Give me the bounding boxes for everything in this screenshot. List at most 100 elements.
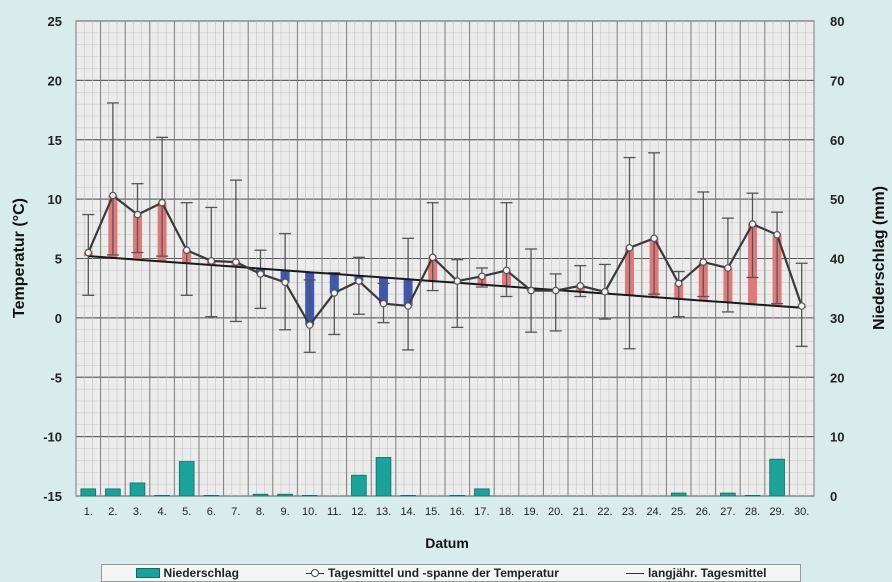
daily-mean-point [207,257,216,265]
x-tick: 27. [720,506,735,518]
legend-label-longterm: langjähr. Tagesmittel [647,566,767,580]
precip-bar [351,474,367,497]
y-axis-title-right: Niederschlag (mm) [871,186,888,330]
x-tick: 24. [646,506,661,518]
x-tick: 16. [450,506,465,518]
daily-mean-point [133,210,142,219]
y-tick-right: 0 [830,489,837,504]
precip-bar [769,458,785,497]
legend-swatch-precip [135,568,160,578]
x-tick: 10. [302,506,317,518]
y-tick-left: -5 [50,370,62,385]
y-tick-left: 5 [55,252,62,267]
precip-bar [129,482,146,497]
legend-item-temp: Tagesmittel und -spanne der Temperatur [305,566,559,580]
precip-bar [474,488,490,497]
precip-bar [277,493,293,497]
daily-mean-point [773,230,781,239]
x-tick: 29. [769,506,784,518]
legend-swatch-longterm [625,568,644,578]
y-tick-left: 0 [55,311,62,326]
daily-mean-point [797,302,806,310]
x-tick: 22. [597,506,612,518]
daily-mean-point [109,191,117,200]
daily-mean-point [625,244,634,252]
daily-mean-point [379,299,388,308]
y-tick-right: 60 [830,133,844,148]
daily-mean-point [674,279,683,288]
daily-mean-point [305,321,314,329]
y-ticks-right: 80 70 60 50 40 30 20 10 0 [830,14,844,504]
legend-swatch-temp [305,568,324,578]
longterm-mean-line [88,255,802,309]
x-tick: 8. [256,506,265,518]
precip-bar [80,488,97,497]
daily-mean-point [478,272,486,281]
x-tick: 26. [696,506,711,518]
daily-mean-point [699,258,708,266]
precip-bar [105,488,121,497]
legend-label-temp: Tagesmittel und -spanne der Temperatur [327,566,559,580]
y-ticks-left: 25 20 15 10 5 0 -5 -10 -15 [43,14,62,504]
daily-mean-point [232,258,240,266]
y-tick-right: 70 [830,73,844,88]
x-tick: 3. [133,506,142,518]
y-tick-left: 15 [48,133,62,148]
daily-mean-point [551,286,560,295]
y-tick-right: 40 [830,252,844,267]
daily-mean-point [453,277,462,285]
y-tick-right: 50 [830,192,844,207]
x-tick: 2. [108,506,117,518]
daily-mean-point [330,289,339,297]
x-tick: 30. [794,506,809,518]
daily-mean-line [87,193,803,327]
y-tick-right: 10 [830,430,844,445]
daily-mean-point [158,198,166,207]
daily-mean-point [748,220,757,228]
x-tick: 25. [671,506,686,518]
daily-mean-point [355,277,363,285]
daily-mean-point [256,270,265,278]
precip-bar [670,492,687,497]
y-tick-right: 30 [830,311,844,326]
x-tick: 23. [622,506,637,518]
x-tick: 4. [158,506,167,518]
precip-bar [301,495,318,497]
legend-item-longterm: langjähr. Tagesmittel [625,566,767,580]
daily-mean-point [527,286,535,295]
daily-mean-point [428,253,437,262]
precip-bar [400,495,416,497]
precip-bar [720,492,736,497]
x-tick: 11. [327,506,341,518]
y-tick-left: 20 [48,73,62,88]
precip-bar [449,495,466,497]
y-tick-right: 80 [830,14,844,29]
precip-bars [80,457,785,497]
daily-mean-point [182,246,191,254]
daily-mean-point [281,278,289,287]
daily-mean-point [404,302,412,310]
y-tick-right: 20 [830,370,844,385]
y-tick-left: 10 [48,192,62,207]
precip-bar [178,461,195,497]
x-tick: 13. [376,506,391,518]
x-tick: 20. [548,506,563,518]
x-tick: 15. [425,506,440,518]
x-tick: 1. [84,506,93,518]
x-ticks: 1. 2. 3. 4. 5. 6. 7. 8. 9. 10. 11. 12. 13. 14. 15. 16. 1… [84,506,810,518]
y-axis-title-left: Temperatur (°C) [11,198,28,318]
x-tick: 17. [474,506,489,518]
y-tick-left: -15 [43,489,62,504]
precip-bar [154,495,170,497]
daily-mean-point [84,248,93,257]
daily-mean-point [502,266,511,275]
precip-bar [203,495,220,497]
daily-mean-point [601,287,609,296]
legend-item-precip: Niederschlag [135,566,239,580]
daily-mean-point [576,282,585,290]
precip-bar [252,493,269,497]
daily-mean-point [650,234,658,243]
x-tick: 14. [400,506,415,518]
x-tick: 6. [207,506,216,518]
